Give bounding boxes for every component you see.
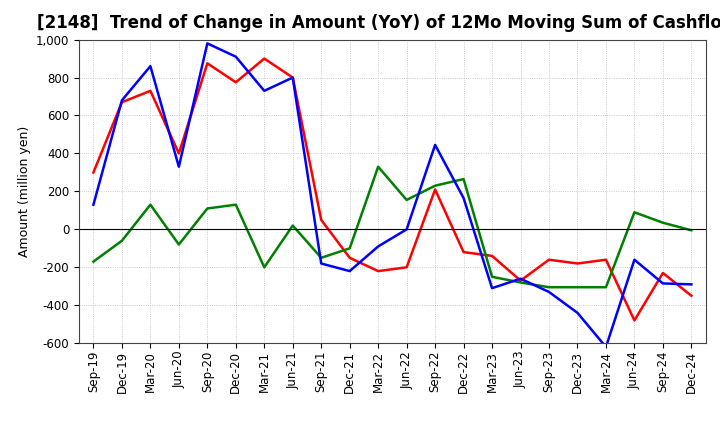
Investing Cashflow	[260, 264, 269, 270]
Free Cashflow	[402, 227, 411, 232]
Investing Cashflow	[203, 206, 212, 211]
Investing Cashflow	[687, 227, 696, 233]
Operating Cashflow	[545, 257, 554, 262]
Free Cashflow	[232, 54, 240, 59]
Free Cashflow	[289, 75, 297, 80]
Free Cashflow	[146, 63, 155, 69]
Operating Cashflow	[117, 99, 126, 105]
Investing Cashflow	[545, 285, 554, 290]
Y-axis label: Amount (million yen): Amount (million yen)	[17, 126, 30, 257]
Line: Free Cashflow: Free Cashflow	[94, 44, 691, 347]
Investing Cashflow	[289, 223, 297, 228]
Title: [2148]  Trend of Change in Amount (YoY) of 12Mo Moving Sum of Cashflows: [2148] Trend of Change in Amount (YoY) o…	[37, 15, 720, 33]
Investing Cashflow	[117, 238, 126, 243]
Free Cashflow	[687, 282, 696, 287]
Free Cashflow	[317, 261, 325, 266]
Free Cashflow	[516, 276, 525, 281]
Free Cashflow	[117, 98, 126, 103]
Operating Cashflow	[89, 170, 98, 175]
Line: Investing Cashflow: Investing Cashflow	[94, 167, 691, 287]
Operating Cashflow	[459, 249, 468, 255]
Operating Cashflow	[516, 278, 525, 283]
Investing Cashflow	[346, 246, 354, 251]
Free Cashflow	[260, 88, 269, 93]
Free Cashflow	[459, 195, 468, 201]
Investing Cashflow	[487, 274, 496, 279]
Operating Cashflow	[289, 75, 297, 80]
Free Cashflow	[174, 164, 183, 169]
Free Cashflow	[346, 268, 354, 274]
Free Cashflow	[487, 286, 496, 291]
Investing Cashflow	[516, 280, 525, 285]
Investing Cashflow	[232, 202, 240, 207]
Investing Cashflow	[89, 259, 98, 264]
Operating Cashflow	[602, 257, 611, 262]
Investing Cashflow	[431, 183, 439, 188]
Line: Operating Cashflow: Operating Cashflow	[94, 59, 691, 320]
Investing Cashflow	[402, 197, 411, 202]
Investing Cashflow	[659, 220, 667, 225]
Investing Cashflow	[174, 242, 183, 247]
Operating Cashflow	[232, 80, 240, 85]
Investing Cashflow	[630, 209, 639, 215]
Investing Cashflow	[374, 164, 382, 169]
Operating Cashflow	[146, 88, 155, 93]
Operating Cashflow	[630, 318, 639, 323]
Investing Cashflow	[317, 255, 325, 260]
Investing Cashflow	[459, 176, 468, 182]
Free Cashflow	[203, 41, 212, 46]
Operating Cashflow	[346, 255, 354, 260]
Free Cashflow	[374, 244, 382, 249]
Operating Cashflow	[487, 253, 496, 259]
Operating Cashflow	[687, 293, 696, 298]
Investing Cashflow	[602, 285, 611, 290]
Investing Cashflow	[146, 202, 155, 207]
Investing Cashflow	[573, 285, 582, 290]
Operating Cashflow	[659, 270, 667, 275]
Operating Cashflow	[317, 217, 325, 223]
Free Cashflow	[602, 345, 611, 350]
Free Cashflow	[545, 290, 554, 295]
Free Cashflow	[659, 281, 667, 286]
Operating Cashflow	[374, 268, 382, 274]
Free Cashflow	[573, 310, 582, 315]
Operating Cashflow	[260, 56, 269, 61]
Operating Cashflow	[174, 151, 183, 156]
Operating Cashflow	[573, 261, 582, 266]
Free Cashflow	[431, 142, 439, 147]
Free Cashflow	[89, 202, 98, 207]
Operating Cashflow	[402, 264, 411, 270]
Free Cashflow	[630, 257, 639, 262]
Operating Cashflow	[431, 187, 439, 192]
Operating Cashflow	[203, 61, 212, 66]
